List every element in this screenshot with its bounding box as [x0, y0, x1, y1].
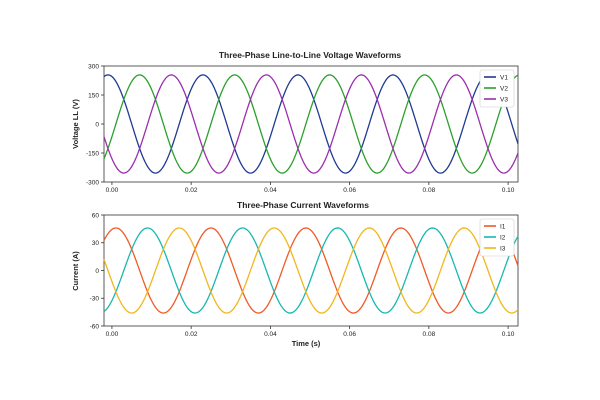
current-x-tick-label: 0.04 — [264, 331, 277, 338]
current-y-axis-label: Current (A) — [71, 251, 80, 291]
voltage-y-tick-label: 300 — [88, 63, 99, 70]
current-chart-title: Three-Phase Current Waveforms — [237, 200, 369, 210]
voltage-y-axis-label: Voltage LL (V) — [71, 99, 80, 149]
current-x-axis-label: Time (s) — [292, 339, 321, 348]
voltage-series-line-v3 — [103, 74, 519, 174]
voltage-x-tick-label: 0.10 — [502, 187, 515, 194]
voltage-chart: Three-Phase Line-to-Line Voltage Wavefor… — [71, 50, 519, 194]
current-y-tick-label: 60 — [92, 212, 100, 219]
current-y-tick-label: 30 — [92, 240, 100, 247]
current-legend: I1 I2 I3 — [479, 218, 515, 257]
voltage-axis-ticks: 0.00 0.02 0.04 0.06 0.08 0.10 300 150 0 -150 -300 — [86, 63, 515, 194]
current-legend-label-i1: I1 — [500, 223, 506, 230]
voltage-x-tick-label: 0.02 — [185, 187, 198, 194]
voltage-series-line-v1 — [103, 74, 519, 174]
voltage-legend-label-v2: V2 — [500, 85, 508, 92]
voltage-y-tick-label: -150 — [86, 150, 99, 157]
voltage-y-tick-label: 150 — [88, 92, 99, 99]
voltage-plot-frame — [103, 65, 519, 183]
voltage-legend-label-v3: V3 — [500, 96, 508, 103]
current-series-lines — [103, 227, 519, 314]
voltage-x-tick-label: 0.08 — [423, 187, 436, 194]
current-y-tick-label: -30 — [90, 296, 100, 303]
voltage-series-lines — [103, 74, 519, 174]
voltage-x-tick-label: 0.06 — [343, 187, 356, 194]
current-series-line-i2 — [103, 227, 519, 314]
current-x-tick-label: 0.08 — [423, 331, 436, 338]
current-x-tick-label: 0.00 — [106, 331, 119, 338]
current-chart: Three-Phase Current Waveforms Current (A… — [71, 200, 519, 348]
current-legend-box — [479, 218, 515, 257]
voltage-x-tick-label: 0.00 — [106, 187, 119, 194]
current-y-tick-label: 0 — [95, 268, 99, 275]
current-x-tick-label: 0.10 — [502, 331, 515, 338]
current-x-tick-label: 0.06 — [343, 331, 356, 338]
voltage-y-tick-label: 0 — [95, 121, 99, 128]
current-series-line-i3 — [103, 227, 519, 314]
current-y-tick-label: -60 — [90, 323, 100, 330]
voltage-series-line-v2 — [103, 74, 519, 174]
current-axis-ticks: 0.00 0.02 0.04 0.06 0.08 0.10 60 30 0 -30 -60 — [90, 212, 515, 338]
current-x-tick-label: 0.02 — [185, 331, 198, 338]
voltage-x-tick-label: 0.04 — [264, 187, 277, 194]
current-legend-label-i3: I3 — [500, 245, 506, 252]
voltage-legend-label-v1: V1 — [500, 74, 508, 81]
voltage-chart-title: Three-Phase Line-to-Line Voltage Wavefor… — [219, 50, 402, 60]
current-series-line-i1 — [103, 227, 519, 314]
voltage-y-tick-label: -300 — [86, 179, 99, 186]
voltage-legend-box — [479, 69, 515, 108]
voltage-legend: V1 V2 V3 — [479, 69, 515, 108]
current-legend-label-i2: I2 — [500, 234, 506, 241]
